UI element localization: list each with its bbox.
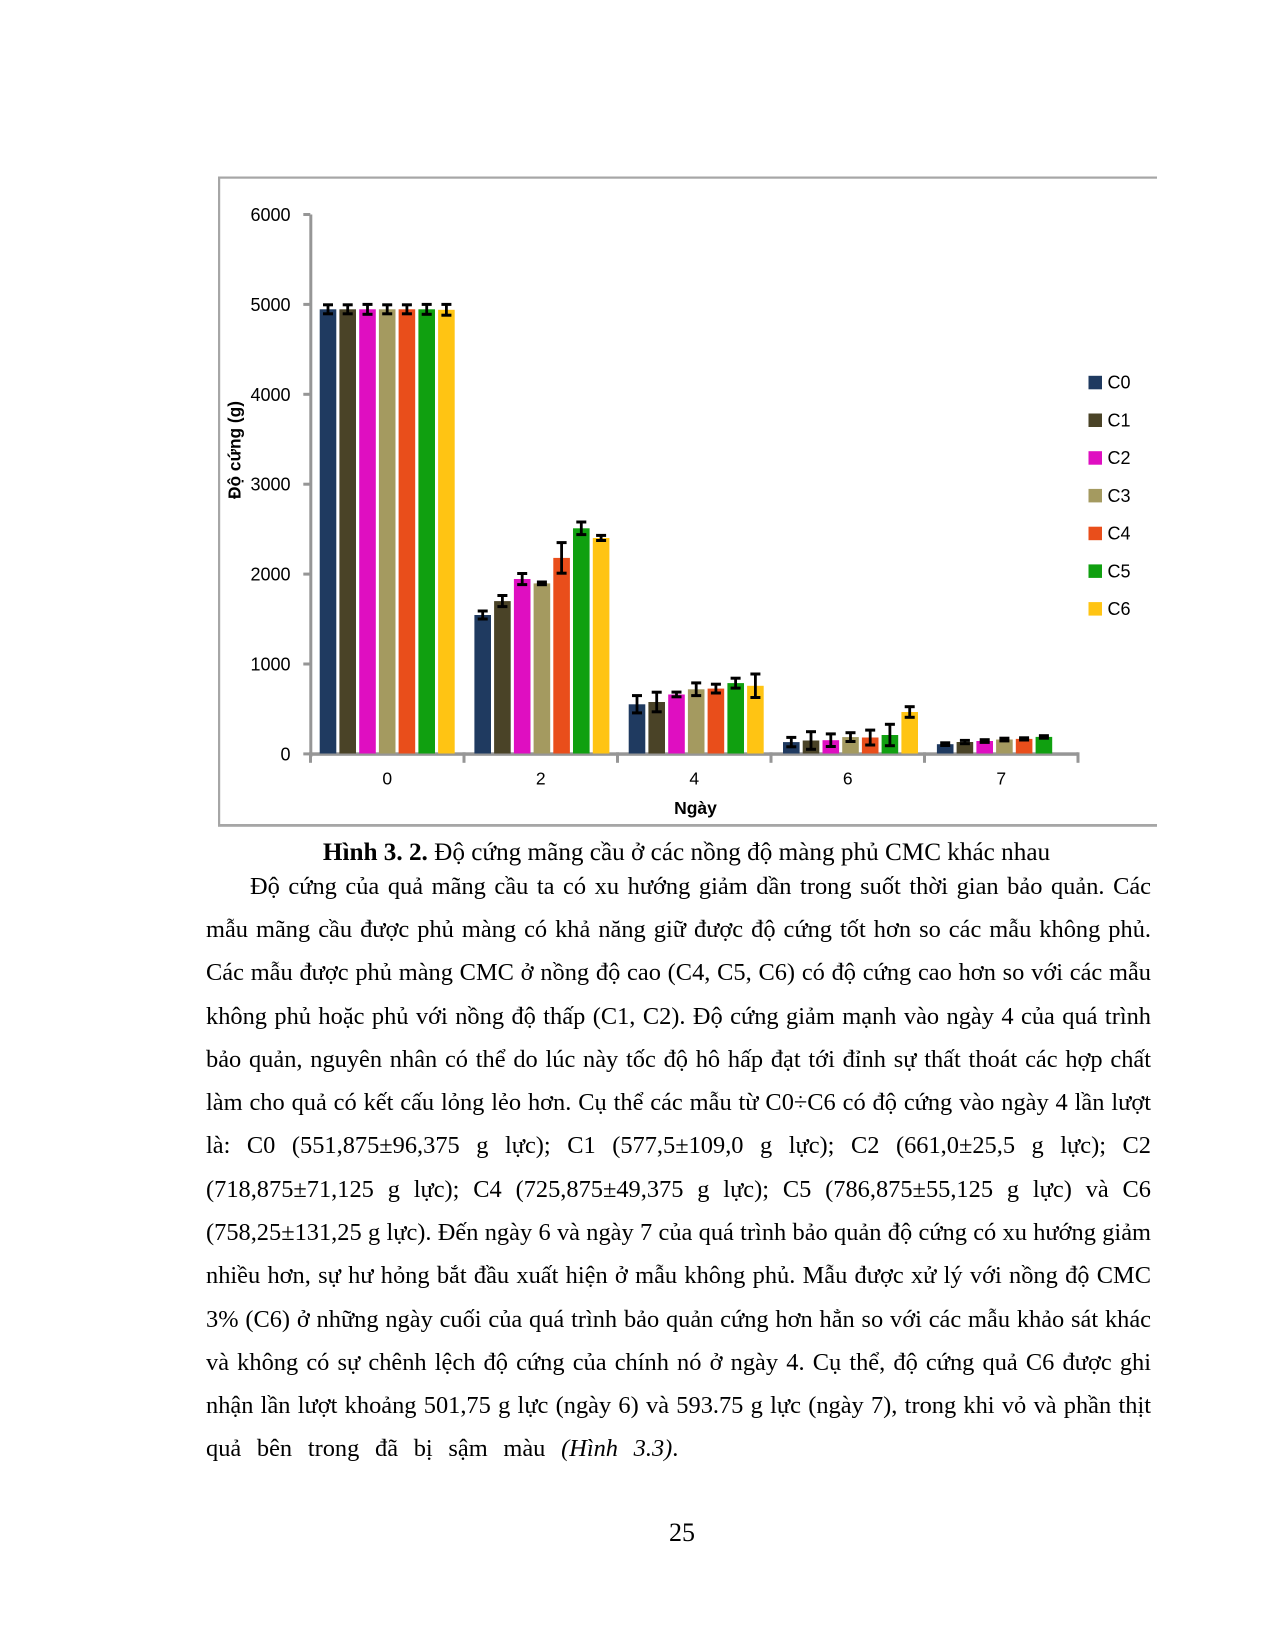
svg-text:C3: C3 [1108, 486, 1131, 506]
svg-text:4: 4 [689, 769, 699, 789]
svg-text:3000: 3000 [250, 475, 290, 495]
svg-text:Độ cứng (g): Độ cứng (g) [224, 401, 244, 499]
svg-text:5000: 5000 [250, 295, 290, 315]
svg-text:4000: 4000 [250, 385, 290, 405]
svg-text:C6: C6 [1108, 599, 1131, 619]
svg-text:2000: 2000 [250, 565, 290, 585]
svg-text:0: 0 [382, 769, 392, 789]
svg-text:7: 7 [996, 769, 1006, 789]
svg-text:1000: 1000 [250, 655, 290, 675]
svg-text:0: 0 [280, 744, 290, 764]
svg-text:6000: 6000 [250, 205, 290, 225]
svg-text:2: 2 [536, 769, 546, 789]
svg-text:C0: C0 [1108, 373, 1131, 393]
svg-text:C1: C1 [1108, 410, 1131, 430]
svg-text:Ngày: Ngày [674, 798, 717, 818]
svg-text:C4: C4 [1108, 524, 1131, 544]
svg-text:C2: C2 [1108, 448, 1131, 468]
svg-text:6: 6 [843, 769, 853, 789]
svg-text:C5: C5 [1108, 561, 1131, 581]
